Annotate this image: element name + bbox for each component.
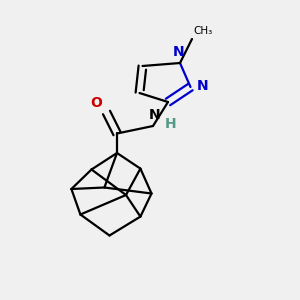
Text: N: N: [173, 45, 184, 59]
Text: O: O: [90, 96, 102, 110]
Text: H: H: [164, 117, 176, 131]
Text: N: N: [149, 108, 160, 122]
Text: N: N: [197, 80, 209, 93]
Text: CH₃: CH₃: [194, 26, 213, 36]
